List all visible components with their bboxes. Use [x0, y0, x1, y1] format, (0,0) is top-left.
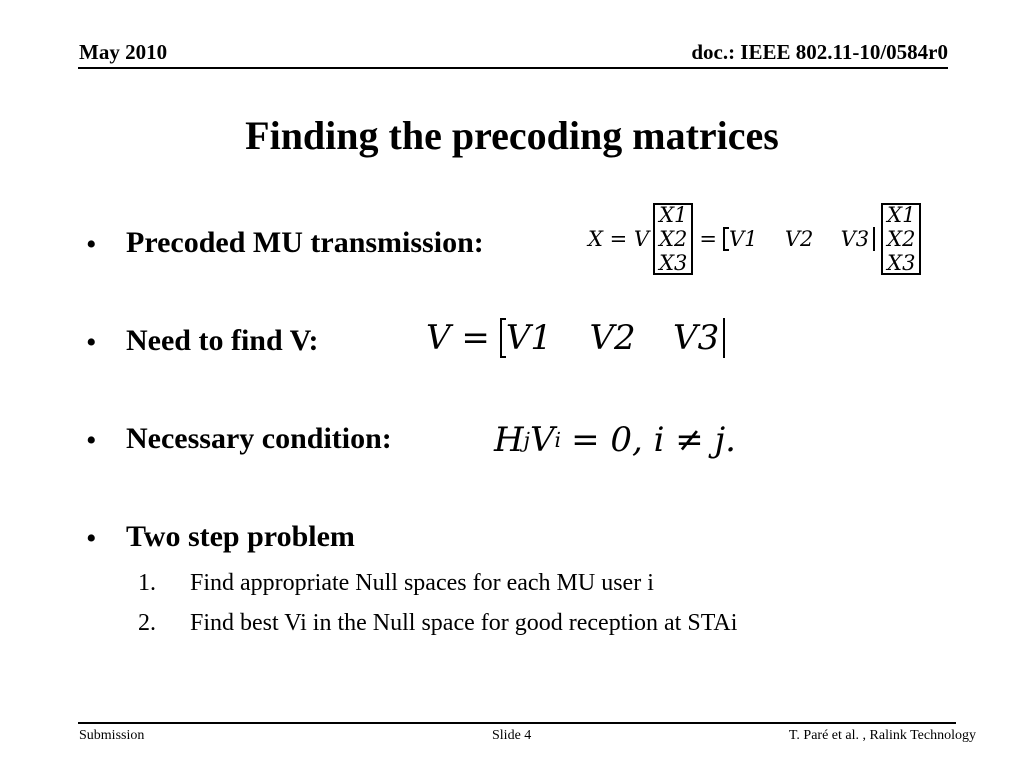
eq-entry: X2 — [659, 227, 688, 252]
eq-entry: X3 — [887, 251, 916, 276]
bullet-text: Precoded MU transmission: — [126, 226, 484, 259]
item-text: Find appropriate Null spaces for each MU… — [190, 570, 654, 596]
eq-entry: V1 — [728, 227, 758, 252]
eq-op: = — [699, 227, 717, 252]
eq-lhs: V = — [426, 318, 490, 358]
matrix: X1 X2 X3 — [653, 203, 694, 276]
bullet-text: Need to find V: — [126, 324, 319, 357]
bullet-dot: • — [86, 326, 97, 359]
eq-lhs: X = V — [588, 227, 650, 252]
eq-entry: X1 — [887, 203, 916, 227]
equation: V = V1 V2 V3 — [426, 318, 726, 358]
footer-rule — [78, 722, 956, 724]
header-doc: doc.: IEEE 802.11-10/0584r0 — [691, 40, 948, 64]
bullet-text: Two step problem — [126, 520, 355, 553]
row-vector: V1 V2 V3 — [499, 318, 726, 358]
item-text: Find best Vi in the Null space for good … — [190, 610, 738, 636]
eq-subscript: j — [523, 428, 530, 452]
equation: X = V X1 X2 X3 = V1 V2 V3 X1 X2 X3 — [588, 203, 922, 276]
bullet-dot: • — [86, 522, 97, 555]
footer-left: Submission — [79, 728, 145, 743]
header-date: May 2010 — [79, 40, 168, 64]
eq-entry: V3 — [673, 318, 720, 358]
bullet-text: Necessary condition: — [126, 422, 392, 455]
eq-symbol: V — [529, 420, 555, 460]
eq-rest: = 0, i ≠ j. — [571, 420, 736, 460]
eq-entry: X1 — [659, 203, 688, 227]
eq-entry: X3 — [659, 251, 688, 276]
eq-entry: X2 — [887, 227, 916, 252]
slide-title: Finding the precoding matrices — [245, 113, 779, 158]
header-rule — [78, 67, 948, 69]
matrix: X1 X2 X3 — [881, 203, 922, 276]
eq-entry: V3 — [840, 227, 870, 252]
footer-right: T. Paré et al. , Ralink Technology — [788, 728, 976, 743]
row-vector: V1 V2 V3 — [722, 227, 876, 252]
item-marker: 1. — [138, 570, 156, 596]
eq-entry: V2 — [589, 318, 636, 358]
bullet-dot: • — [86, 424, 97, 457]
bullet-dot: • — [86, 228, 97, 261]
item-marker: 2. — [138, 610, 156, 636]
eq-subscript: i — [554, 428, 562, 452]
eq-symbol: H — [494, 420, 524, 460]
eq-entry: V2 — [784, 227, 814, 252]
eq-entry: V1 — [505, 318, 553, 358]
footer-center: Slide 4 — [492, 728, 532, 743]
